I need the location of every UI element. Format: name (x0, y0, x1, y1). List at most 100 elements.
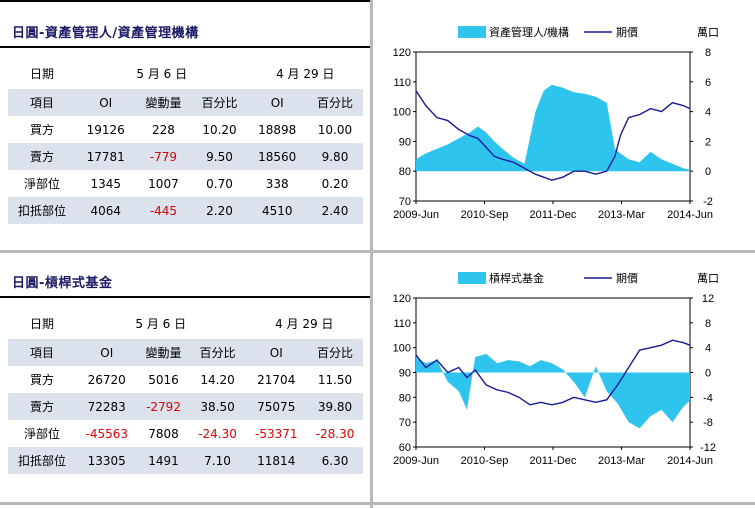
date-previous: 4 月 29 日 (275, 316, 334, 331)
x-tick-label: 2010-Sep (461, 209, 509, 221)
row-change: 7808 (148, 426, 179, 441)
x-tick-label: 2010-Sep (461, 455, 509, 467)
col-prev-pct: 百分比 (307, 339, 363, 366)
row-oi: 4064 (76, 197, 136, 224)
row-pct: 7.10 (189, 447, 246, 474)
row-prev-pct: -28.30 (315, 426, 355, 441)
col-prev-oi: OI (247, 89, 307, 116)
right-tick-label: -8 (703, 417, 713, 429)
row-prev-pct: 2.40 (306, 197, 363, 224)
row-pct: 2.20 (191, 197, 248, 224)
col-prev-pct: 百分比 (306, 89, 363, 116)
col-pct: 百分比 (189, 339, 246, 366)
row-item: 賣方 (8, 393, 76, 420)
x-tick-label: 2009-Jun (393, 209, 439, 221)
date-previous: 4 月 29 日 (276, 66, 335, 81)
left-tick-label: 100 (393, 343, 411, 355)
right-tick-label: 4 (705, 107, 711, 119)
x-tick-label: 2009-Jun (393, 455, 439, 467)
right-tick-label: 0 (705, 368, 711, 380)
row-prev-oi: 338 (265, 176, 289, 191)
left-tick-label: 90 (399, 136, 411, 148)
x-tick-label: 2013-Mar (598, 209, 645, 221)
col-item: 項目 (8, 89, 76, 116)
left-tick-label: 110 (393, 318, 411, 330)
section-divider (0, 250, 755, 253)
row-oi: 13305 (76, 447, 138, 474)
row-oi: -45563 (85, 426, 128, 441)
row-item: 賣方 (8, 143, 76, 170)
row-prev-oi: 75075 (245, 393, 307, 420)
row-item: 買方 (29, 373, 54, 387)
table-row: 賣方 72283 -2792 38.50 75075 39.80 (8, 393, 363, 420)
right-tick-label: 8 (705, 318, 711, 330)
left-tick-label: 100 (393, 107, 411, 119)
col-prev-oi: OI (245, 339, 307, 366)
date-header-row: 日期 5 月 6 日 4 月 29 日 (8, 307, 363, 339)
panel-1-table: 日期 5 月 6 日 4 月 29 日 項目 OI 變動量 百分比 OI 百分比… (8, 57, 363, 224)
row-pct: 0.70 (206, 176, 233, 191)
legend-line-label: 期價 (616, 25, 638, 39)
left-tick-label: 70 (399, 417, 411, 429)
right-axis-unit: 萬口 (697, 272, 719, 285)
row-change: 228 (151, 122, 175, 137)
row-prev-oi: 11814 (245, 447, 307, 474)
bottom-border (0, 502, 755, 505)
right-tick-label: 4 (705, 343, 711, 355)
table-row: 扣抵部位 4064 -445 2.20 4510 2.40 (8, 197, 363, 224)
row-oi: 1345 (90, 176, 121, 191)
row-prev-pct: 9.80 (306, 143, 363, 170)
row-prev-pct: 0.20 (321, 176, 349, 191)
table-row: 淨部位 1345 1007 0.70 338 0.20 (8, 170, 363, 197)
row-item: 扣抵部位 (8, 197, 76, 224)
col-item: 項目 (8, 339, 76, 366)
row-change: 1007 (148, 176, 179, 191)
left-tick-label: 90 (399, 368, 411, 380)
row-change: -445 (135, 197, 192, 224)
title-underline-1 (0, 46, 370, 48)
left-tick-label: 80 (399, 166, 411, 178)
row-oi: 72283 (76, 393, 138, 420)
row-pct: 10.20 (202, 122, 237, 137)
panel-1-title: 日圓-資產管理人/資產管理機構 (12, 26, 199, 41)
col-change: 變動量 (137, 339, 190, 366)
col-oi: OI (76, 89, 136, 116)
right-tick-label: 8 (705, 47, 711, 59)
left-tick-label: 80 (399, 392, 411, 404)
row-oi: 19126 (86, 122, 125, 137)
area-series (416, 84, 690, 172)
row-prev-pct: 6.30 (307, 447, 363, 474)
right-tick-label: 6 (705, 77, 711, 89)
x-tick-label: 2011-Dec (530, 209, 577, 221)
legend-area-swatch (458, 26, 486, 38)
row-oi: 26720 (87, 372, 126, 387)
table-row: 淨部位 -45563 7808 -24.30 -53371 -28.30 (8, 420, 363, 447)
left-tick-label: 110 (393, 77, 411, 89)
row-oi: 17781 (76, 143, 136, 170)
row-prev-oi: -53371 (255, 426, 298, 441)
x-tick-label: 2011-Dec (530, 455, 577, 467)
row-item: 淨部位 (23, 177, 60, 191)
panel-2-title: 日圓-槓桿式基金 (12, 276, 113, 291)
x-tick-label: 2013-Mar (598, 455, 645, 467)
table-row: 賣方 17781 -779 9.50 18560 9.80 (8, 143, 363, 170)
row-pct: 14.20 (200, 372, 235, 387)
title-underline-2 (0, 296, 370, 298)
row-prev-pct: 39.80 (307, 393, 363, 420)
x-tick-label: 2014-Jun (667, 455, 713, 467)
row-prev-oi: 18560 (247, 143, 307, 170)
legend-area-swatch (458, 272, 486, 284)
area-series (416, 353, 690, 429)
col-pct: 百分比 (191, 89, 248, 116)
row-prev-pct: 11.50 (317, 372, 353, 387)
right-tick-label: -12 (700, 442, 716, 454)
date-label: 日期 (29, 66, 54, 81)
right-tick-label: 12 (702, 293, 714, 305)
row-change: -779 (135, 143, 192, 170)
table-row: 買方 19126 228 10.20 18898 10.00 (8, 116, 363, 143)
line-series (415, 90, 691, 181)
top-border (0, 0, 370, 2)
line-series (415, 339, 691, 406)
row-pct: 38.50 (189, 393, 246, 420)
row-item: 淨部位 (23, 427, 60, 441)
